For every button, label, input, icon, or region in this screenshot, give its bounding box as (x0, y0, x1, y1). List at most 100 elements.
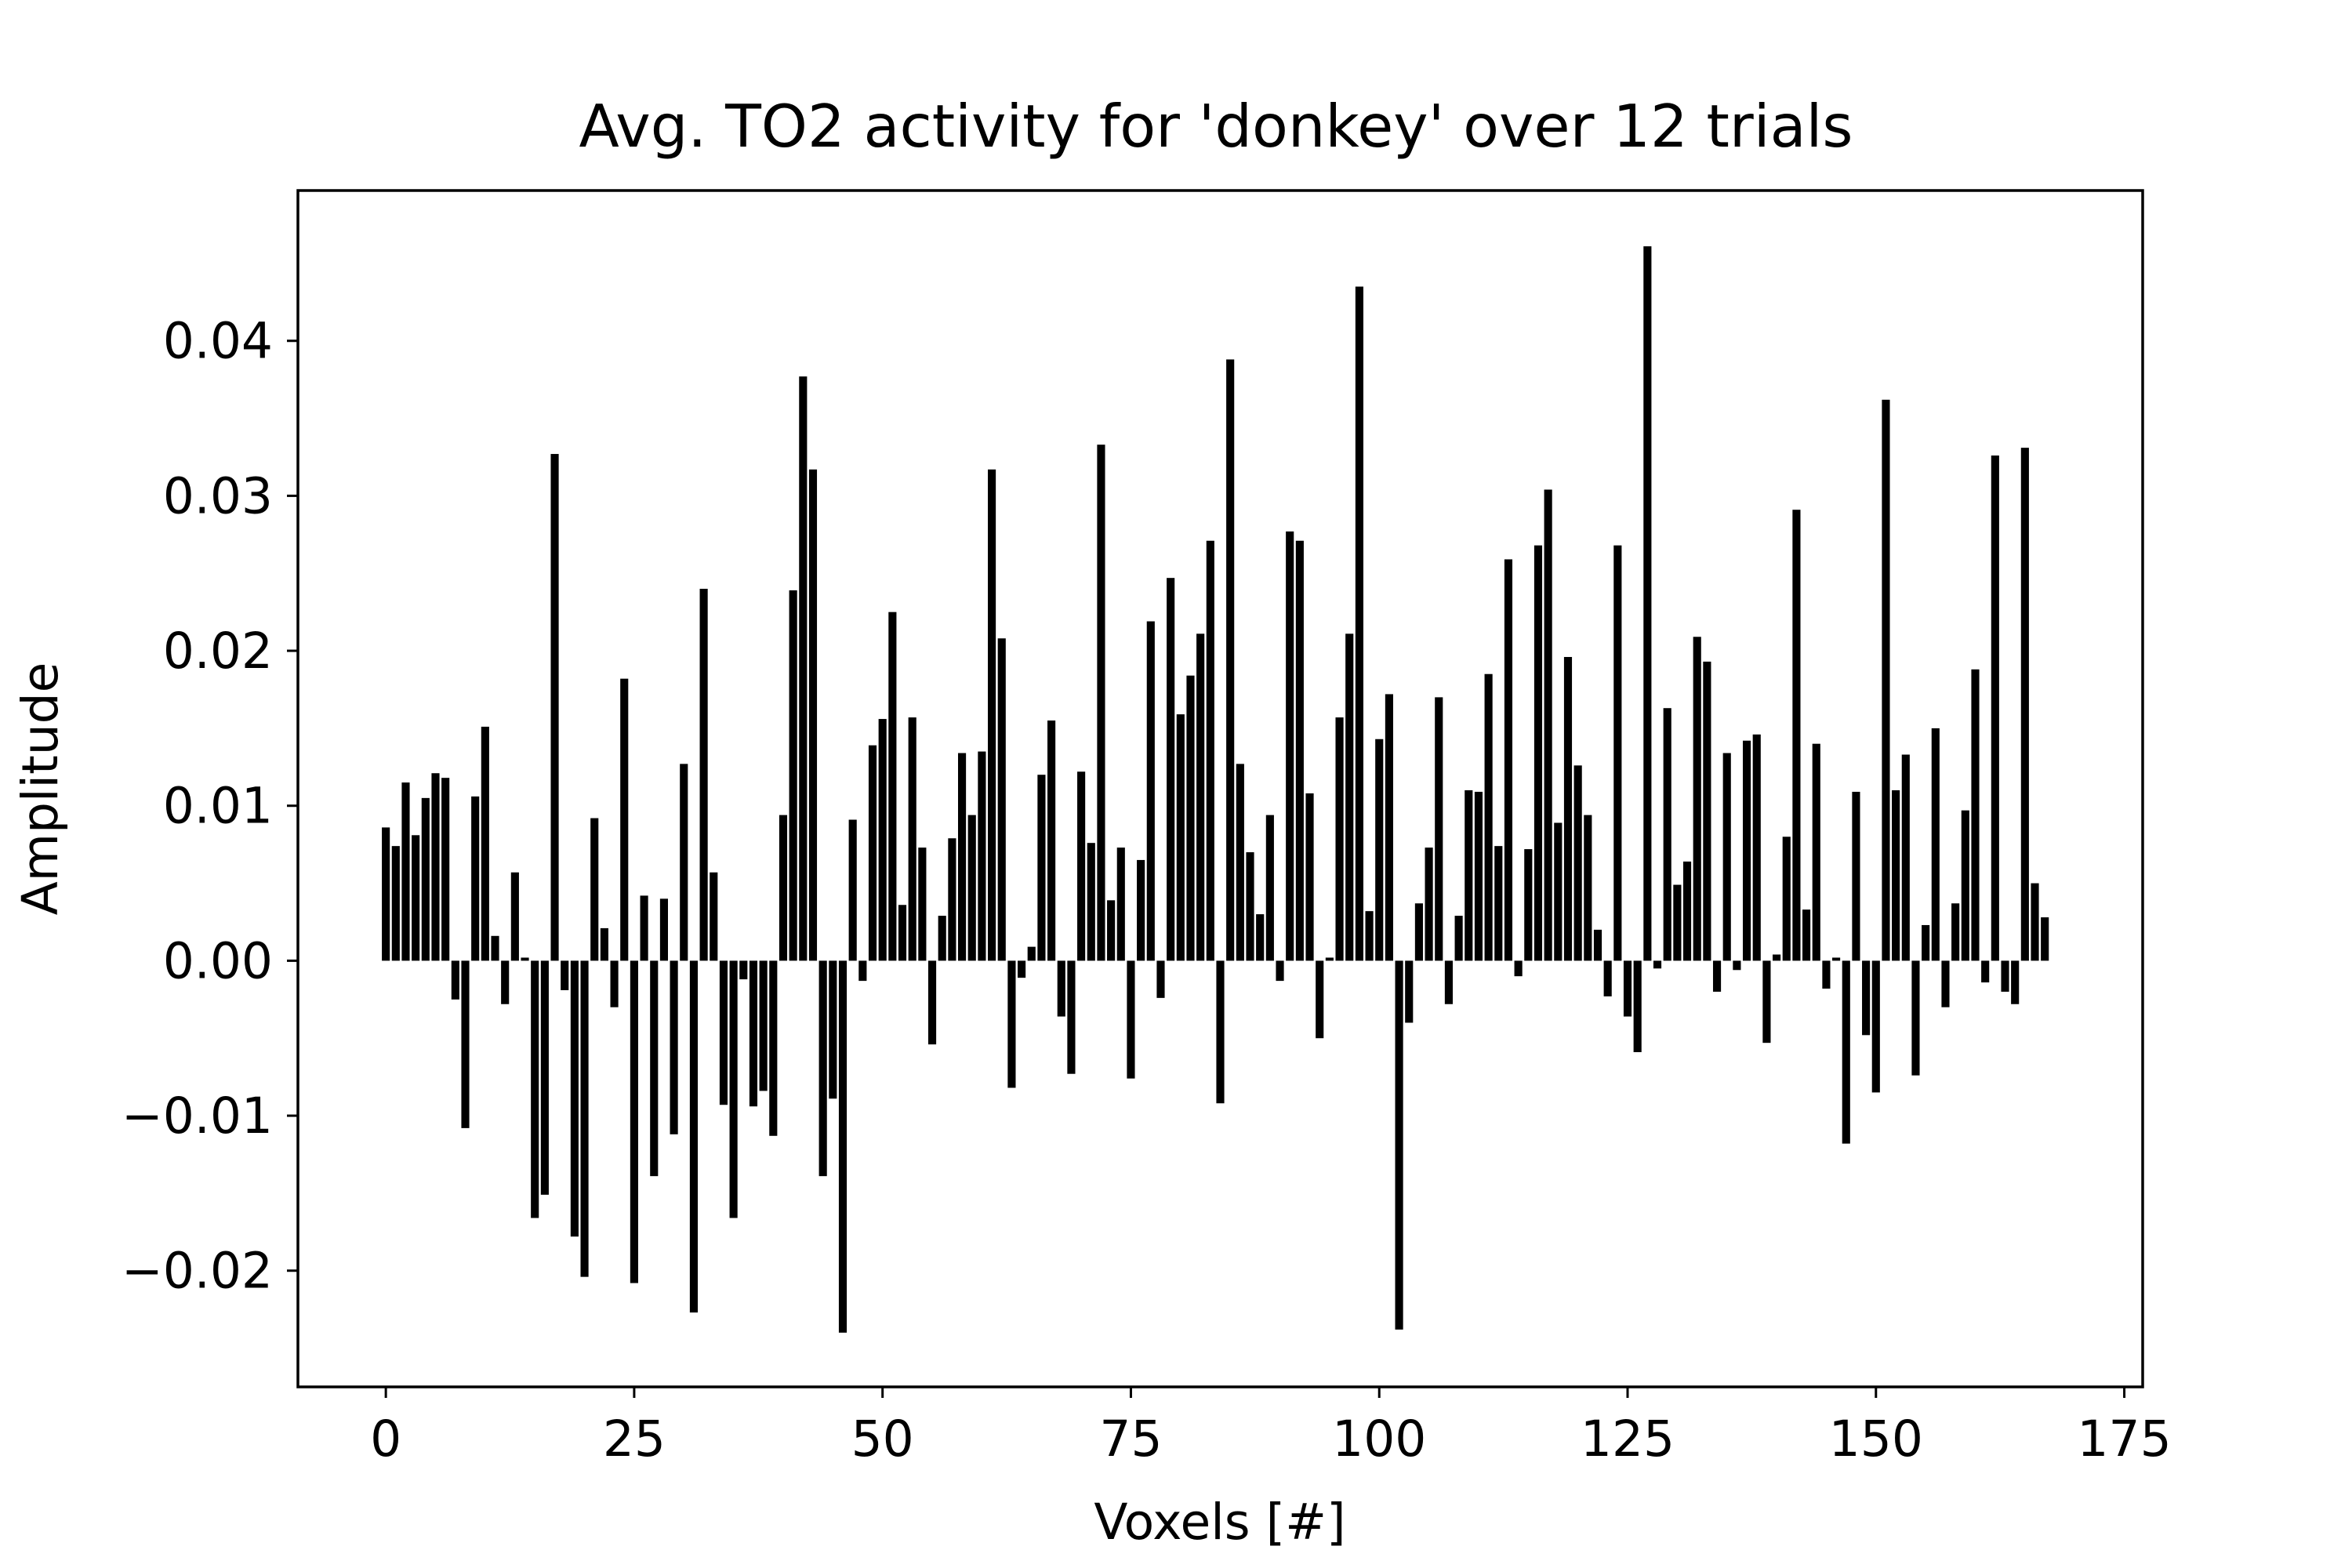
bar-voxel-128 (1653, 960, 1662, 969)
bar-voxel-136 (1733, 960, 1741, 971)
bar-voxel-63 (1007, 960, 1016, 1088)
bar-voxel-139 (1762, 960, 1771, 1044)
bar-voxel-124 (1613, 545, 1622, 961)
y-axis-label: Amplitude (12, 662, 69, 916)
bar-voxel-161 (1981, 960, 1990, 983)
bar-voxel-109 (1465, 789, 1473, 961)
bar-voxel-40 (779, 815, 788, 961)
bar-voxel-127 (1643, 246, 1652, 961)
bar-voxel-59 (967, 815, 976, 961)
bar-voxel-148 (1852, 791, 1860, 961)
bar-voxel-158 (1951, 903, 1960, 961)
bar-voxel-66 (1037, 775, 1046, 961)
bar-voxel-78 (1156, 960, 1165, 998)
x-tick-label: 0 (370, 1410, 401, 1468)
bar-voxel-154 (1911, 960, 1920, 1076)
bar-voxel-30 (680, 764, 688, 961)
bar-voxel-35 (729, 960, 738, 1218)
bar-voxel-57 (948, 838, 956, 961)
bar-voxel-89 (1265, 815, 1274, 961)
bar-voxel-77 (1146, 621, 1155, 961)
bar-voxel-18 (561, 960, 569, 990)
bar-voxel-126 (1633, 960, 1642, 1053)
bar-voxel-134 (1712, 960, 1722, 992)
bar-voxel-80 (1176, 714, 1185, 961)
bar-voxel-99 (1365, 911, 1374, 961)
bar-voxel-160 (1971, 669, 1980, 961)
bar-voxel-76 (1137, 859, 1145, 961)
bar-voxel-164 (2011, 960, 2020, 1004)
bar-voxel-1 (391, 846, 400, 961)
y-tick-label: 0.00 (163, 932, 273, 989)
bar-voxel-15 (531, 960, 539, 1218)
bar-voxel-138 (1752, 734, 1761, 961)
bar-voxel-96 (1335, 717, 1344, 961)
x-tick-label: 50 (851, 1410, 914, 1468)
bar-voxel-95 (1325, 957, 1334, 961)
y-tick-label: −0.01 (122, 1087, 273, 1145)
bar-voxel-81 (1186, 675, 1195, 961)
bar-voxel-140 (1773, 954, 1781, 961)
bar-voxel-37 (749, 960, 758, 1107)
bar-voxel-137 (1742, 740, 1751, 961)
x-axis-ticks: 0 25 50 75 100 125 150 175 (370, 1387, 2172, 1468)
bar-voxel-36 (739, 960, 748, 980)
bar-voxel-131 (1682, 861, 1692, 961)
bar-voxel-9 (471, 796, 480, 961)
bar-voxel-22 (600, 927, 608, 961)
bar-voxel-75 (1127, 960, 1135, 1079)
bar-voxel-94 (1316, 960, 1324, 1039)
bar-voxel-21 (590, 818, 599, 961)
bar-voxel-3 (412, 835, 420, 961)
bar-voxel-101 (1385, 694, 1393, 961)
bar-voxel-42 (799, 376, 808, 961)
bar-voxel-103 (1405, 960, 1414, 1023)
bar-voxel-51 (888, 612, 897, 961)
bar-voxel-69 (1067, 960, 1076, 1074)
bar-voxel-157 (1941, 960, 1950, 1007)
bar-voxel-166 (2031, 883, 2039, 961)
bar-voxel-34 (719, 960, 728, 1105)
bar-voxel-47 (848, 819, 857, 961)
bar-voxel-13 (510, 872, 519, 961)
x-tick-label: 25 (603, 1410, 666, 1468)
bar-voxel-97 (1345, 633, 1354, 961)
bar-voxel-149 (1862, 960, 1871, 1036)
bar-voxel-83 (1206, 540, 1214, 961)
y-tick-label: 0.02 (163, 622, 273, 680)
bar-voxel-0 (382, 827, 390, 961)
bar-voxel-156 (1931, 728, 1940, 961)
bar-voxel-104 (1414, 903, 1423, 961)
bar-voxel-52 (898, 905, 907, 961)
bar-voxel-11 (491, 935, 499, 961)
x-tick-label: 150 (1829, 1410, 1923, 1468)
bar-voxel-33 (710, 872, 718, 961)
bar-voxel-117 (1544, 489, 1552, 961)
bar-voxel-56 (938, 916, 946, 961)
bar-voxel-135 (1722, 753, 1731, 961)
bars-group (382, 246, 2049, 1333)
bar-voxel-49 (868, 745, 877, 961)
bar-voxel-28 (659, 898, 668, 961)
bar-voxel-105 (1425, 848, 1433, 961)
bar-voxel-20 (580, 960, 589, 1277)
bar-voxel-155 (1922, 924, 1930, 961)
bar-voxel-70 (1077, 771, 1086, 961)
bar-voxel-73 (1107, 900, 1116, 961)
bar-voxel-110 (1474, 791, 1483, 961)
bar-voxel-159 (1961, 810, 1969, 961)
bar-voxel-44 (818, 960, 827, 1177)
bar-voxel-82 (1196, 633, 1205, 961)
bar-voxel-32 (699, 589, 708, 961)
bar-voxel-64 (1018, 960, 1026, 978)
bar-voxel-129 (1663, 708, 1671, 961)
bar-voxel-6 (441, 778, 450, 961)
bar-voxel-58 (957, 753, 967, 961)
bar-voxel-122 (1593, 929, 1602, 961)
bar-voxel-27 (650, 960, 659, 1177)
bar-voxel-26 (640, 895, 648, 961)
bar-voxel-115 (1524, 849, 1533, 961)
bar-voxel-119 (1563, 656, 1573, 961)
